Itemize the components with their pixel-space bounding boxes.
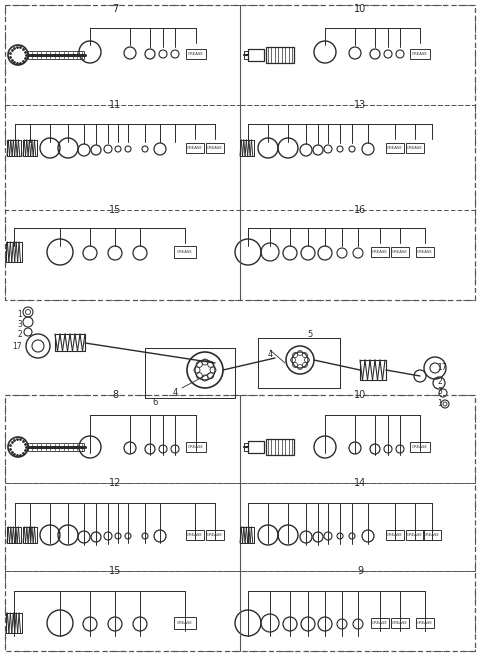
Bar: [423, 530, 441, 540]
Bar: [391, 247, 409, 257]
Bar: [391, 618, 409, 628]
Bar: [416, 618, 434, 628]
Bar: [406, 143, 424, 153]
Text: GREASE: GREASE: [207, 533, 223, 537]
Text: GREASE: GREASE: [407, 146, 423, 150]
Text: GREASE: GREASE: [177, 250, 193, 254]
Bar: [240, 571, 475, 651]
Text: 15: 15: [109, 205, 121, 215]
Bar: [206, 530, 224, 540]
Text: GREASE: GREASE: [387, 533, 403, 537]
Bar: [5, 210, 240, 300]
Text: GREASE: GREASE: [412, 445, 428, 449]
Bar: [5, 483, 240, 571]
Text: 12: 12: [109, 478, 121, 488]
Text: 16: 16: [354, 205, 366, 215]
Text: 3: 3: [437, 388, 442, 396]
Text: GREASE: GREASE: [417, 250, 433, 254]
Text: 11: 11: [109, 100, 121, 110]
Bar: [386, 530, 404, 540]
Bar: [371, 247, 389, 257]
Bar: [5, 5, 240, 105]
Bar: [240, 5, 475, 105]
Bar: [248, 441, 264, 453]
Bar: [266, 439, 294, 455]
Bar: [386, 143, 404, 153]
Bar: [5, 105, 240, 210]
Text: 8: 8: [112, 390, 118, 400]
Text: 17: 17: [437, 363, 446, 373]
Bar: [371, 618, 389, 628]
Bar: [186, 442, 206, 452]
Bar: [240, 210, 475, 300]
Bar: [174, 617, 196, 629]
Text: GREASE: GREASE: [372, 621, 388, 625]
Text: GREASE: GREASE: [372, 250, 388, 254]
Text: GREASE: GREASE: [407, 533, 423, 537]
Bar: [186, 49, 206, 59]
Bar: [206, 143, 224, 153]
Bar: [410, 442, 430, 452]
Bar: [410, 49, 430, 59]
Bar: [5, 395, 240, 483]
Text: GREASE: GREASE: [187, 533, 203, 537]
Text: 4: 4: [172, 388, 178, 397]
Bar: [248, 49, 264, 61]
Text: GREASE: GREASE: [207, 146, 223, 150]
Text: 14: 14: [354, 478, 366, 488]
Bar: [5, 571, 240, 651]
Text: 13: 13: [354, 100, 366, 110]
Bar: [28, 443, 84, 451]
Bar: [240, 105, 475, 210]
Text: 4: 4: [267, 350, 273, 359]
Text: 10: 10: [354, 390, 366, 400]
Text: GREASE: GREASE: [387, 146, 403, 150]
Bar: [406, 530, 424, 540]
Text: 3: 3: [17, 320, 22, 329]
Text: GREASE: GREASE: [187, 146, 203, 150]
Bar: [186, 530, 204, 540]
Text: GREASE: GREASE: [424, 533, 440, 537]
Text: 6: 6: [152, 398, 158, 407]
Bar: [244, 443, 248, 451]
Bar: [240, 483, 475, 571]
Bar: [174, 246, 196, 258]
Bar: [186, 143, 204, 153]
Bar: [5, 5, 475, 300]
Text: 1: 1: [437, 398, 442, 407]
Text: 9: 9: [357, 566, 363, 576]
Bar: [244, 51, 248, 59]
Text: GREASE: GREASE: [412, 52, 428, 56]
Text: 1: 1: [17, 310, 22, 319]
Bar: [5, 395, 475, 651]
Text: 5: 5: [307, 330, 312, 339]
Text: 10: 10: [354, 4, 366, 14]
Text: GREASE: GREASE: [417, 621, 433, 625]
Bar: [240, 395, 475, 483]
Text: GREASE: GREASE: [392, 250, 408, 254]
Text: 15: 15: [109, 566, 121, 576]
Bar: [266, 47, 294, 63]
Text: GREASE: GREASE: [188, 445, 204, 449]
Bar: [28, 51, 84, 59]
Bar: [416, 247, 434, 257]
Text: 17: 17: [12, 342, 22, 351]
Text: 2: 2: [437, 377, 442, 386]
Text: 7: 7: [112, 4, 118, 14]
Text: 2: 2: [17, 330, 22, 339]
Text: GREASE: GREASE: [188, 52, 204, 56]
Text: GREASE: GREASE: [392, 621, 408, 625]
Text: GREASE: GREASE: [177, 621, 193, 625]
